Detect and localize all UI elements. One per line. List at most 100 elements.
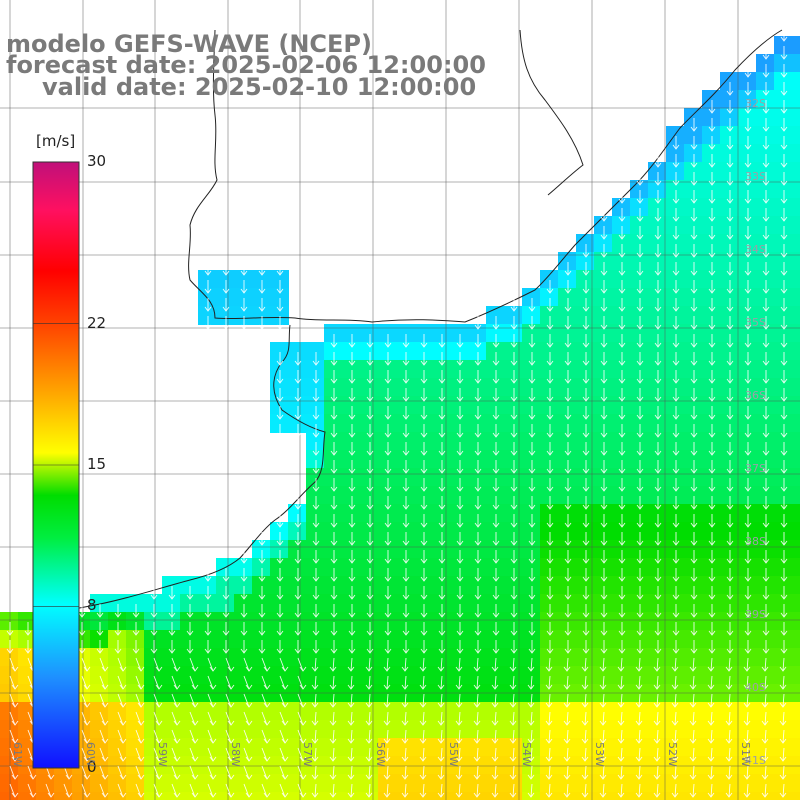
wind-arrow [743, 693, 751, 708]
field-cell [522, 360, 541, 379]
field-cell [486, 414, 505, 433]
field-cell [738, 774, 757, 793]
wind-arrow [653, 693, 661, 708]
field-cell [414, 342, 433, 361]
wind-arrow [402, 388, 410, 402]
field-cell [756, 90, 775, 109]
field-cell [468, 720, 487, 739]
field-cell [234, 630, 253, 649]
latitude-label: 38S [745, 535, 766, 548]
wind-arrow [744, 82, 752, 96]
wind-arrow [171, 747, 181, 762]
field-cell [576, 378, 595, 397]
wind-arrow [690, 190, 698, 204]
field-cell [270, 612, 289, 631]
field-cell [324, 504, 343, 523]
field-cell [414, 504, 433, 523]
field-cell [774, 576, 793, 595]
wind-arrow [510, 352, 518, 366]
wind-arrow [384, 334, 392, 348]
wind-arrow [491, 729, 499, 744]
field-cell [540, 486, 559, 505]
field-cell [504, 360, 523, 379]
wind-arrow [636, 190, 644, 204]
field-cell [558, 522, 577, 541]
field-cell [774, 486, 793, 505]
field-cell [666, 126, 685, 145]
field-cell [702, 486, 721, 505]
wind-arrow [438, 496, 446, 510]
field-cell [414, 738, 433, 757]
field-cell [450, 576, 469, 595]
wind-arrow [312, 568, 320, 582]
field-cell [432, 414, 451, 433]
latitude-label: 36S [745, 389, 766, 402]
field-cell [774, 720, 793, 739]
field-cell [360, 756, 379, 775]
field-cell [720, 270, 739, 289]
field-cell [612, 666, 631, 685]
wind-arrow [690, 154, 698, 168]
field-cell [702, 612, 721, 631]
field-cell [720, 234, 739, 253]
field-cell [630, 738, 649, 757]
wind-arrow [780, 208, 788, 222]
wind-arrow [617, 711, 625, 726]
wind-arrow [672, 532, 680, 546]
wind-arrow [780, 334, 788, 348]
field-cell [720, 648, 739, 667]
wind-arrow [135, 693, 145, 708]
wind-arrow [207, 765, 217, 780]
wind-arrow [258, 532, 266, 546]
field-cell [792, 306, 800, 325]
field-cell [450, 324, 469, 343]
wind-arrow [599, 765, 607, 780]
wind-arrow [366, 568, 374, 582]
wind-arrow [761, 657, 769, 672]
wind-arrow [384, 370, 392, 384]
wind-arrow [348, 568, 356, 582]
wind-arrow [492, 316, 500, 330]
wind-arrow [189, 711, 199, 726]
field-cell [486, 432, 505, 451]
wind-arrow [726, 604, 734, 618]
wind-arrow [618, 388, 626, 402]
wind-arrow [455, 693, 463, 708]
wind-arrow [81, 747, 91, 762]
wind-arrow [726, 532, 734, 546]
field-cell [450, 594, 469, 613]
field-cell [450, 450, 469, 469]
wind-arrow [240, 640, 248, 654]
field-cell [720, 162, 739, 181]
wind-arrow [401, 711, 409, 726]
field-cell [702, 468, 721, 487]
field-cell [702, 180, 721, 199]
field-cell [756, 576, 775, 595]
wind-arrow [419, 783, 427, 798]
field-cell [450, 414, 469, 433]
field-cell [432, 342, 451, 361]
wind-arrow [225, 747, 235, 762]
wind-arrow [402, 496, 410, 510]
wind-arrow [509, 747, 517, 762]
wind-arrow [672, 604, 680, 618]
wind-arrow [545, 729, 553, 744]
field-cell [540, 396, 559, 415]
field-cell [756, 216, 775, 235]
field-cell [270, 576, 289, 595]
wind-arrow [420, 334, 428, 348]
wind-arrow [672, 298, 680, 312]
wind-arrow [672, 388, 680, 402]
wind-arrow [456, 352, 464, 366]
field-cell [522, 558, 541, 577]
field-cell [576, 630, 595, 649]
field-cell [756, 522, 775, 541]
field-cell [720, 216, 739, 235]
field-cell [774, 702, 793, 721]
field-cell [360, 522, 379, 541]
wind-arrow [114, 640, 122, 654]
field-cell [738, 162, 757, 181]
wind-arrow [401, 693, 409, 708]
field-cell [432, 558, 451, 577]
field-cell [738, 468, 757, 487]
